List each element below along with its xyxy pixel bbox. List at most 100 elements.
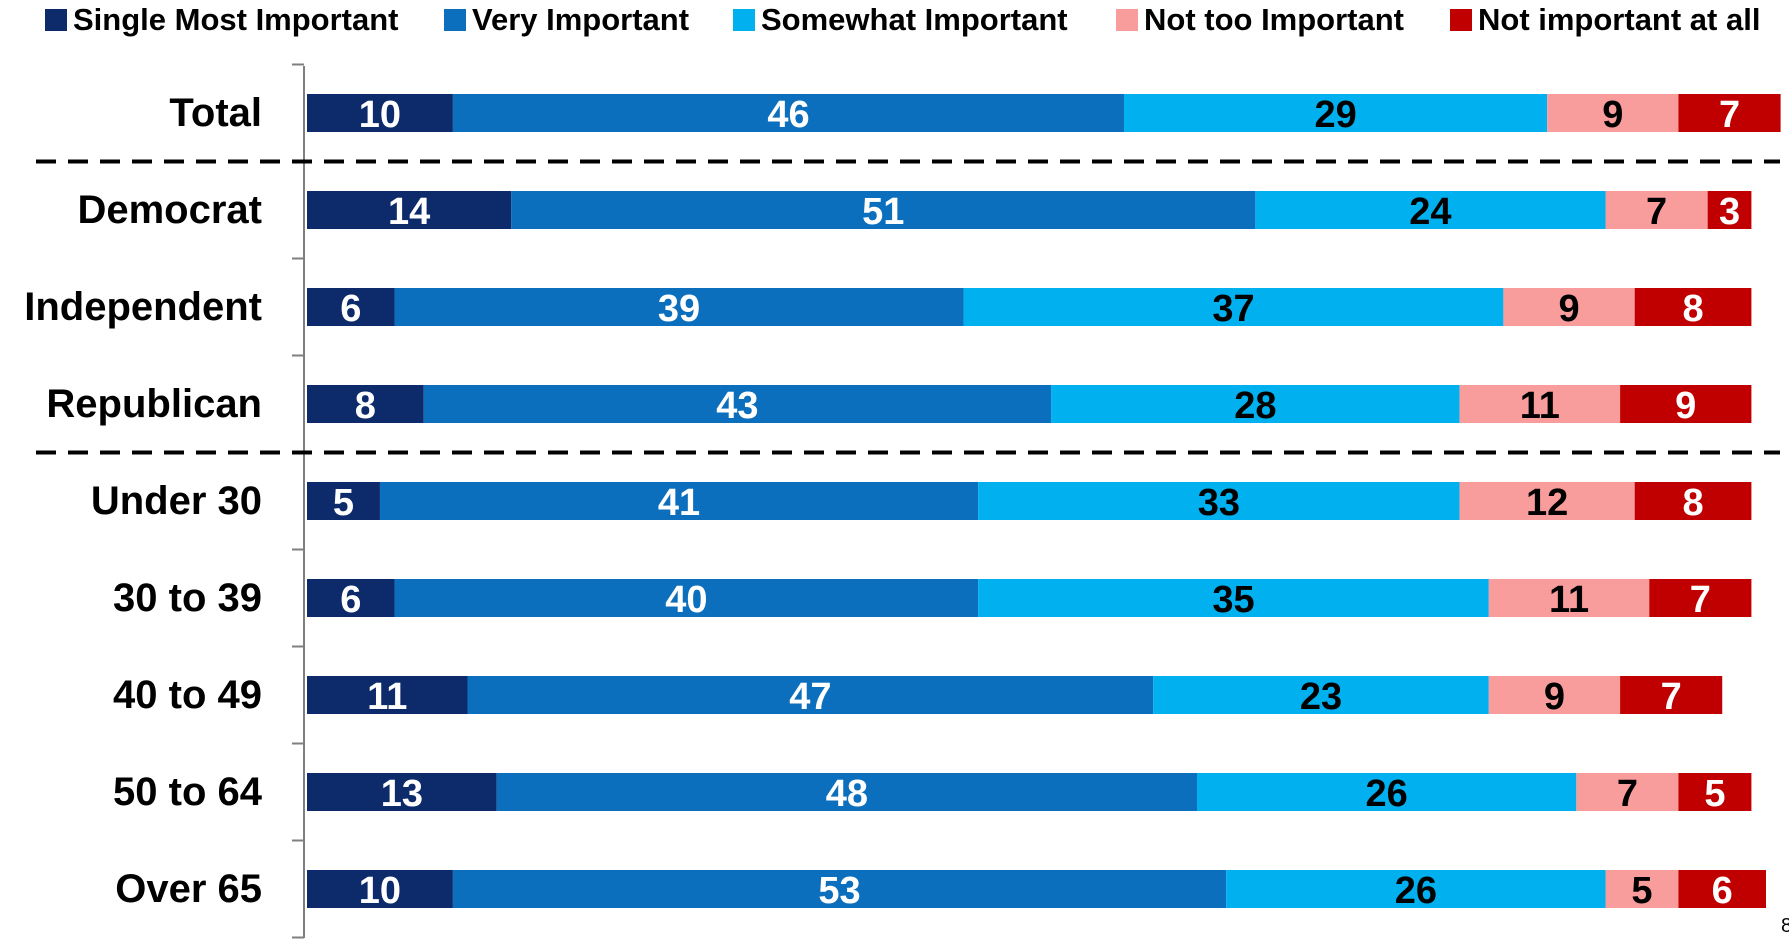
value-label: 23 bbox=[1300, 676, 1342, 718]
bar-row-50-to-64: 13 48 26 7 5 bbox=[307, 773, 1752, 815]
category-label-30-to-39: 30 to 39 bbox=[113, 576, 262, 620]
bar-segment-single-most-important bbox=[307, 482, 380, 520]
bar-row-40-to-49: 11 47 23 9 7 bbox=[307, 676, 1723, 718]
category-label-50-to-64: 50 to 64 bbox=[113, 770, 263, 814]
value-label: 3 bbox=[1719, 191, 1740, 233]
value-label: 7 bbox=[1646, 191, 1667, 233]
bar-row-independent: 6 39 37 9 8 bbox=[307, 288, 1752, 330]
bar-segment-somewhat-important bbox=[1226, 870, 1606, 908]
bar-segment-not-important-at-all bbox=[1678, 773, 1752, 811]
value-label: 14 bbox=[388, 191, 430, 233]
bar-row-30-to-39: 6 40 35 11 7 bbox=[307, 579, 1752, 621]
category-label-under-30: Under 30 bbox=[91, 479, 262, 523]
bar-segment-not-important-at-all bbox=[1620, 676, 1723, 714]
group-separators bbox=[36, 159, 1780, 455]
value-label: 7 bbox=[1690, 579, 1711, 621]
value-label: 9 bbox=[1544, 676, 1565, 718]
value-label: 29 bbox=[1314, 94, 1356, 136]
legend-swatch-somewhat-important bbox=[733, 9, 755, 31]
value-label: 41 bbox=[658, 482, 700, 524]
category-label-over-65: Over 65 bbox=[115, 867, 262, 911]
category-label-democrat: Democrat bbox=[77, 188, 262, 232]
value-label: 7 bbox=[1661, 676, 1682, 718]
bar-segment-not-too-important bbox=[1488, 676, 1621, 714]
bar-segment-somewhat-important bbox=[978, 579, 1489, 617]
bar-segment-very-important bbox=[394, 579, 979, 617]
bar-segment-not-important-at-all bbox=[1678, 94, 1781, 132]
category-label-total: Total bbox=[169, 91, 262, 135]
bar-row-over-65: 10 53 26 5 6 bbox=[307, 870, 1766, 912]
category-labels: Total Democrat Independent Republican Under … bbox=[24, 91, 263, 911]
legend-label-somewhat-important: Somewhat Important bbox=[761, 2, 1068, 37]
bar-segment-very-important bbox=[467, 676, 1154, 714]
category-label-republican: Republican bbox=[46, 382, 262, 426]
value-label: 8 bbox=[355, 385, 376, 427]
value-label: 46 bbox=[767, 94, 809, 136]
value-label: 9 bbox=[1558, 288, 1579, 330]
bar-segment-not-too-important bbox=[1503, 288, 1635, 326]
value-label: 9 bbox=[1602, 94, 1623, 136]
bar-segment-not-important-at-all bbox=[1634, 482, 1752, 520]
bar-segment-single-most-important bbox=[307, 579, 395, 617]
value-label: 5 bbox=[333, 482, 354, 524]
bar-segment-very-important bbox=[379, 482, 979, 520]
bar-segment-single-most-important bbox=[307, 773, 497, 811]
bar-segment-not-important-at-all bbox=[1707, 191, 1752, 229]
legend-label-not-important-at-all: Not important at all bbox=[1478, 2, 1760, 37]
value-label: 53 bbox=[818, 870, 860, 912]
bar-segment-not-too-important bbox=[1459, 482, 1635, 520]
bar-segment-not-too-important bbox=[1605, 870, 1679, 908]
bar-segment-not-important-at-all bbox=[1634, 288, 1752, 326]
value-label: 12 bbox=[1526, 482, 1568, 524]
legend-swatch-not-too-important bbox=[1116, 9, 1138, 31]
legend-label-not-too-important: Not too Important bbox=[1144, 2, 1404, 37]
value-label: 8 bbox=[1682, 288, 1703, 330]
bar-segment-single-most-important bbox=[307, 288, 395, 326]
value-label: 11 bbox=[1549, 579, 1589, 621]
bar-segment-not-important-at-all bbox=[1620, 385, 1752, 423]
bar-segment-single-most-important bbox=[307, 676, 468, 714]
value-label: 7 bbox=[1617, 773, 1638, 815]
value-label: 39 bbox=[658, 288, 700, 330]
bar-segment-very-important bbox=[496, 773, 1197, 811]
page-number: 8 bbox=[1781, 915, 1789, 937]
bar-segment-very-important bbox=[423, 385, 1052, 423]
bar-segment-single-most-important bbox=[307, 94, 453, 132]
bar-segment-very-important bbox=[394, 288, 964, 326]
legend-label-single-most-important: Single Most Important bbox=[73, 2, 399, 37]
value-label: 10 bbox=[359, 94, 401, 136]
bar-segment-single-most-important bbox=[307, 191, 512, 229]
value-label: 40 bbox=[665, 579, 707, 621]
legend-swatch-very-important bbox=[444, 9, 466, 31]
bar-row-total: 10 46 29 9 7 bbox=[307, 94, 1781, 136]
value-label: 33 bbox=[1198, 482, 1240, 524]
value-label: 6 bbox=[340, 579, 361, 621]
value-label: 26 bbox=[1395, 870, 1437, 912]
value-label: 13 bbox=[381, 773, 423, 815]
bar-row-under-30: 5 41 33 12 8 bbox=[307, 482, 1752, 524]
value-label: 28 bbox=[1234, 385, 1276, 427]
bar-segment-somewhat-important bbox=[1255, 191, 1606, 229]
category-label-40-to-49: 40 to 49 bbox=[113, 673, 262, 717]
legend-label-very-important: Very Important bbox=[472, 2, 689, 37]
bar-segment-somewhat-important bbox=[963, 288, 1504, 326]
legend-swatch-single-most-important bbox=[45, 9, 67, 31]
bar-segment-single-most-important bbox=[307, 870, 453, 908]
value-label: 11 bbox=[367, 676, 407, 718]
value-label: 11 bbox=[1520, 385, 1560, 427]
value-label: 8 bbox=[1682, 482, 1703, 524]
value-label: 43 bbox=[716, 385, 758, 427]
bar-segment-not-too-important bbox=[1576, 773, 1679, 811]
value-label: 7 bbox=[1719, 94, 1740, 136]
value-label: 26 bbox=[1366, 773, 1408, 815]
bar-segment-not-important-at-all bbox=[1649, 579, 1752, 617]
value-label: 51 bbox=[862, 191, 904, 233]
value-label: 6 bbox=[1712, 870, 1733, 912]
chart-legend: Single Most Important Very Important Somew… bbox=[45, 2, 1760, 37]
category-axis bbox=[292, 63, 305, 939]
bar-area: 10 46 29 9 714 51 24 7 36 39 37 9 88 43 28 11 95 41 33 12 86… bbox=[307, 94, 1781, 912]
bar-segment-very-important bbox=[452, 94, 1125, 132]
bar-segment-very-important bbox=[511, 191, 1256, 229]
bar-segment-not-too-important bbox=[1547, 94, 1679, 132]
